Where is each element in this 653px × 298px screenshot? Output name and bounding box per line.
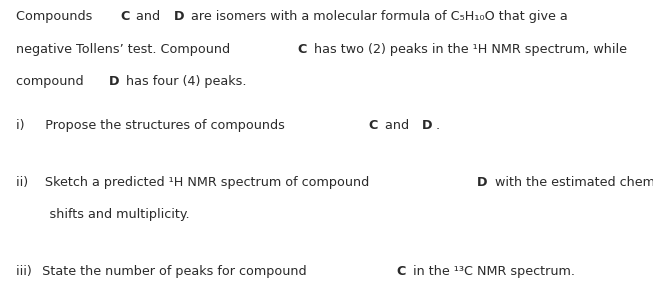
Text: has four (4) peaks.: has four (4) peaks. bbox=[122, 75, 247, 88]
Text: with the estimated chemical: with the estimated chemical bbox=[491, 176, 653, 189]
Text: compound: compound bbox=[16, 75, 88, 88]
Text: C: C bbox=[120, 10, 129, 24]
Text: i)   Propose the structures of compounds: i) Propose the structures of compounds bbox=[16, 119, 289, 132]
Text: D: D bbox=[422, 119, 432, 132]
Text: iii)  State the number of peaks for compound: iii) State the number of peaks for compo… bbox=[16, 265, 311, 278]
Text: has two (2) peaks in the ¹H NMR spectrum, while: has two (2) peaks in the ¹H NMR spectrum… bbox=[310, 43, 627, 56]
Text: Compounds: Compounds bbox=[16, 10, 97, 24]
Text: in the ¹³C NMR spectrum.: in the ¹³C NMR spectrum. bbox=[409, 265, 575, 278]
Text: and: and bbox=[132, 10, 165, 24]
Text: shifts and multiplicity.: shifts and multiplicity. bbox=[16, 208, 190, 221]
Text: and: and bbox=[381, 119, 413, 132]
Text: negative Tollens’ test. Compound: negative Tollens’ test. Compound bbox=[16, 43, 234, 56]
Text: ii)  Sketch a predicted ¹H NMR spectrum of compound: ii) Sketch a predicted ¹H NMR spectrum o… bbox=[16, 176, 374, 189]
Text: C: C bbox=[298, 43, 307, 56]
Text: D: D bbox=[477, 176, 488, 189]
Text: .: . bbox=[436, 119, 439, 132]
Text: C: C bbox=[368, 119, 378, 132]
Text: D: D bbox=[174, 10, 184, 24]
Text: are isomers with a molecular formula of C₅H₁₀O that give a: are isomers with a molecular formula of … bbox=[187, 10, 568, 24]
Text: C: C bbox=[396, 265, 406, 278]
Text: D: D bbox=[109, 75, 119, 88]
